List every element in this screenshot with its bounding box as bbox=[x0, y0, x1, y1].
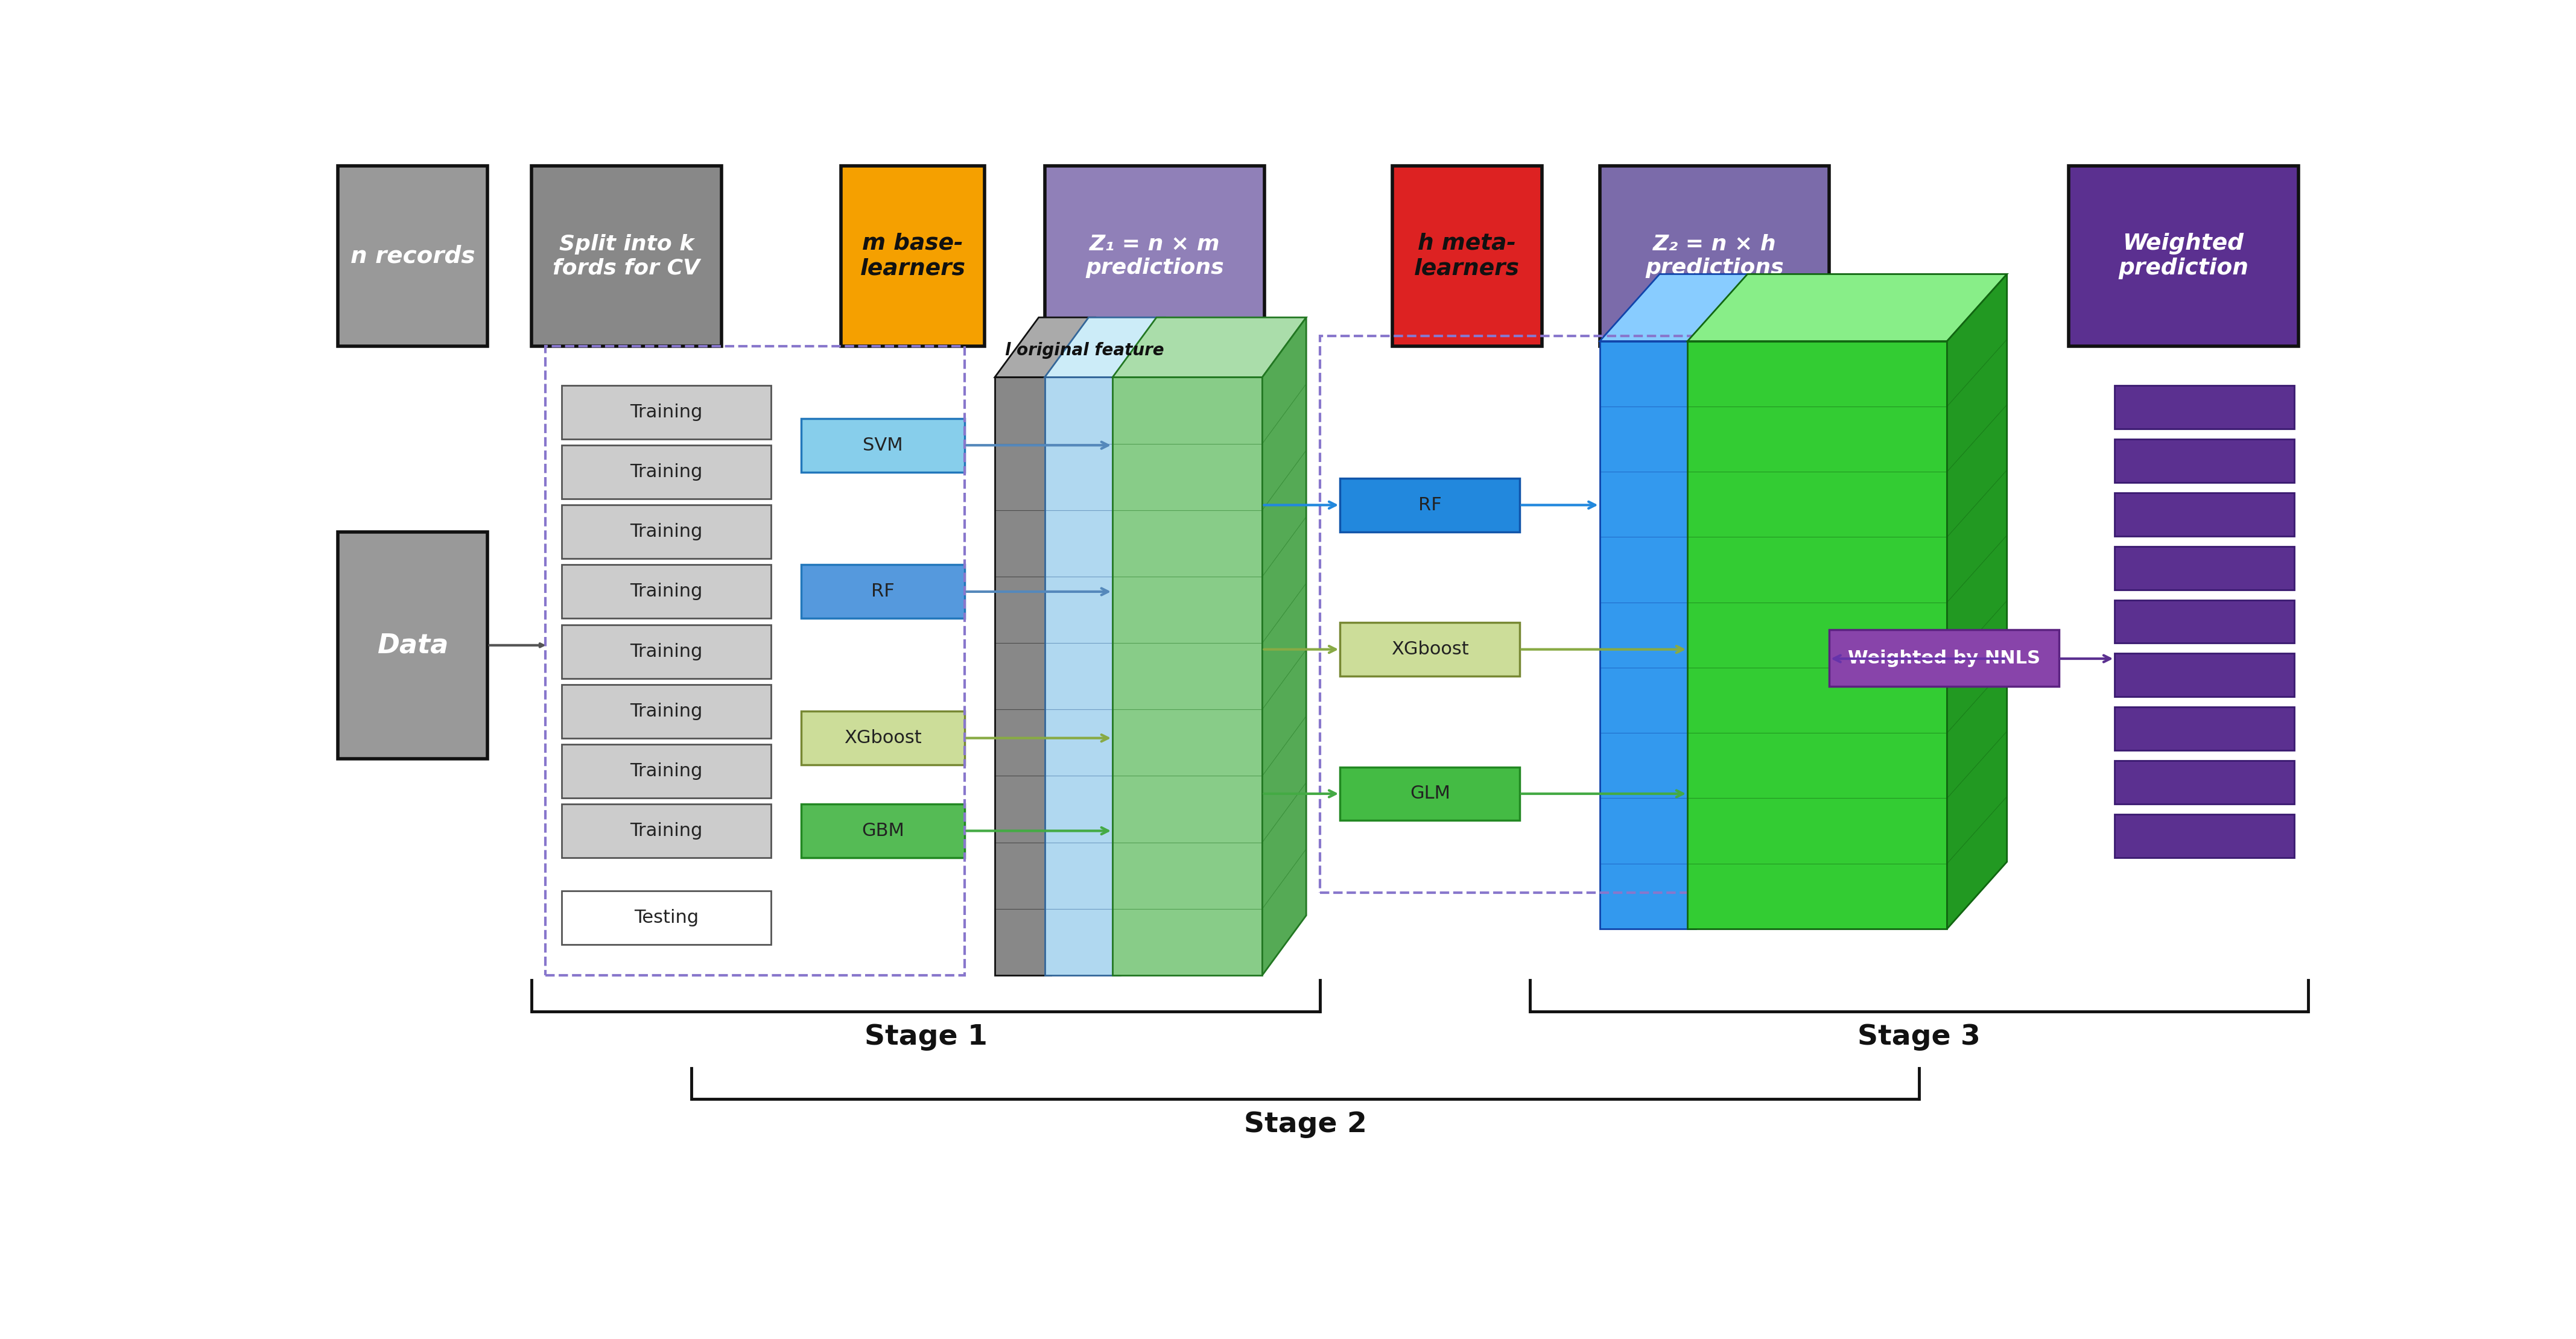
Polygon shape bbox=[1046, 317, 1164, 378]
Bar bbox=[562, 505, 770, 558]
Text: RF: RF bbox=[871, 582, 894, 600]
Text: n records: n records bbox=[350, 245, 474, 268]
Bar bbox=[337, 532, 487, 759]
Text: GBM: GBM bbox=[860, 822, 904, 840]
Text: Weighted
prediction: Weighted prediction bbox=[2117, 233, 2249, 280]
Polygon shape bbox=[1051, 317, 1095, 975]
Bar bbox=[562, 446, 770, 499]
Bar bbox=[2115, 814, 2295, 858]
Text: XGboost: XGboost bbox=[845, 730, 922, 747]
Bar bbox=[562, 890, 770, 944]
Text: Stage 2: Stage 2 bbox=[1244, 1111, 1368, 1138]
Text: Testing: Testing bbox=[634, 909, 698, 927]
Bar bbox=[562, 684, 770, 738]
Polygon shape bbox=[1947, 274, 2007, 929]
Bar bbox=[1600, 341, 1695, 929]
Bar bbox=[2115, 439, 2295, 482]
Text: Z₂ = n × h
predictions: Z₂ = n × h predictions bbox=[1646, 234, 1783, 279]
Bar bbox=[801, 565, 966, 619]
Text: Training: Training bbox=[631, 463, 703, 481]
Text: Z₁ = n × m
predictions: Z₁ = n × m predictions bbox=[1084, 234, 1224, 279]
Bar bbox=[1391, 166, 1543, 347]
Bar bbox=[2115, 600, 2295, 643]
Polygon shape bbox=[1600, 274, 1754, 341]
Bar bbox=[2069, 166, 2298, 347]
Text: RF: RF bbox=[1419, 497, 1443, 514]
Text: Stage 1: Stage 1 bbox=[866, 1023, 987, 1051]
Text: Training: Training bbox=[631, 703, 703, 720]
Bar bbox=[2115, 653, 2295, 696]
Text: Training: Training bbox=[631, 582, 703, 600]
Bar bbox=[1113, 378, 1262, 975]
Bar bbox=[562, 565, 770, 619]
Bar bbox=[1687, 341, 1947, 929]
Bar bbox=[2115, 707, 2295, 750]
Polygon shape bbox=[1695, 274, 1754, 929]
Bar bbox=[1046, 166, 1265, 347]
Bar bbox=[546, 347, 966, 975]
Text: h meta-
learners: h meta- learners bbox=[1414, 233, 1520, 280]
Bar bbox=[801, 711, 966, 765]
Text: Data: Data bbox=[376, 632, 448, 659]
Text: Weighted by NNLS: Weighted by NNLS bbox=[1847, 649, 2040, 667]
Text: Training: Training bbox=[631, 524, 703, 541]
Bar bbox=[1319, 336, 1829, 893]
Polygon shape bbox=[1687, 274, 2007, 341]
Text: XGboost: XGboost bbox=[1391, 640, 1468, 659]
Bar bbox=[1340, 767, 1520, 821]
Bar bbox=[2115, 546, 2295, 589]
Bar bbox=[2115, 386, 2295, 428]
Text: Training: Training bbox=[631, 762, 703, 779]
Text: SVM: SVM bbox=[863, 437, 904, 454]
Text: Stage 3: Stage 3 bbox=[1857, 1023, 1981, 1051]
Bar bbox=[2115, 493, 2295, 536]
Text: Training: Training bbox=[631, 822, 703, 840]
Bar bbox=[801, 418, 966, 473]
Text: GLM: GLM bbox=[1409, 785, 1450, 802]
Text: Training: Training bbox=[631, 403, 703, 420]
Bar bbox=[1046, 378, 1121, 975]
Bar bbox=[1600, 166, 1829, 347]
Bar bbox=[562, 803, 770, 858]
Bar bbox=[1340, 623, 1520, 676]
Polygon shape bbox=[1113, 317, 1306, 378]
Bar bbox=[1340, 478, 1520, 532]
Bar bbox=[801, 803, 966, 858]
Polygon shape bbox=[994, 317, 1095, 378]
Bar bbox=[562, 386, 770, 439]
Polygon shape bbox=[1262, 317, 1306, 975]
Bar bbox=[994, 378, 1051, 975]
Bar bbox=[1829, 629, 2058, 687]
Bar bbox=[337, 166, 487, 347]
Text: m base-
learners: m base- learners bbox=[860, 233, 966, 280]
Bar bbox=[531, 166, 721, 347]
Bar bbox=[840, 166, 984, 347]
Text: Training: Training bbox=[631, 643, 703, 660]
Polygon shape bbox=[1121, 317, 1164, 975]
Bar bbox=[562, 744, 770, 798]
Text: l original feature: l original feature bbox=[1005, 341, 1164, 359]
Bar bbox=[2115, 761, 2295, 803]
Text: Split into k
fords for CV: Split into k fords for CV bbox=[554, 234, 701, 279]
Bar bbox=[562, 624, 770, 679]
